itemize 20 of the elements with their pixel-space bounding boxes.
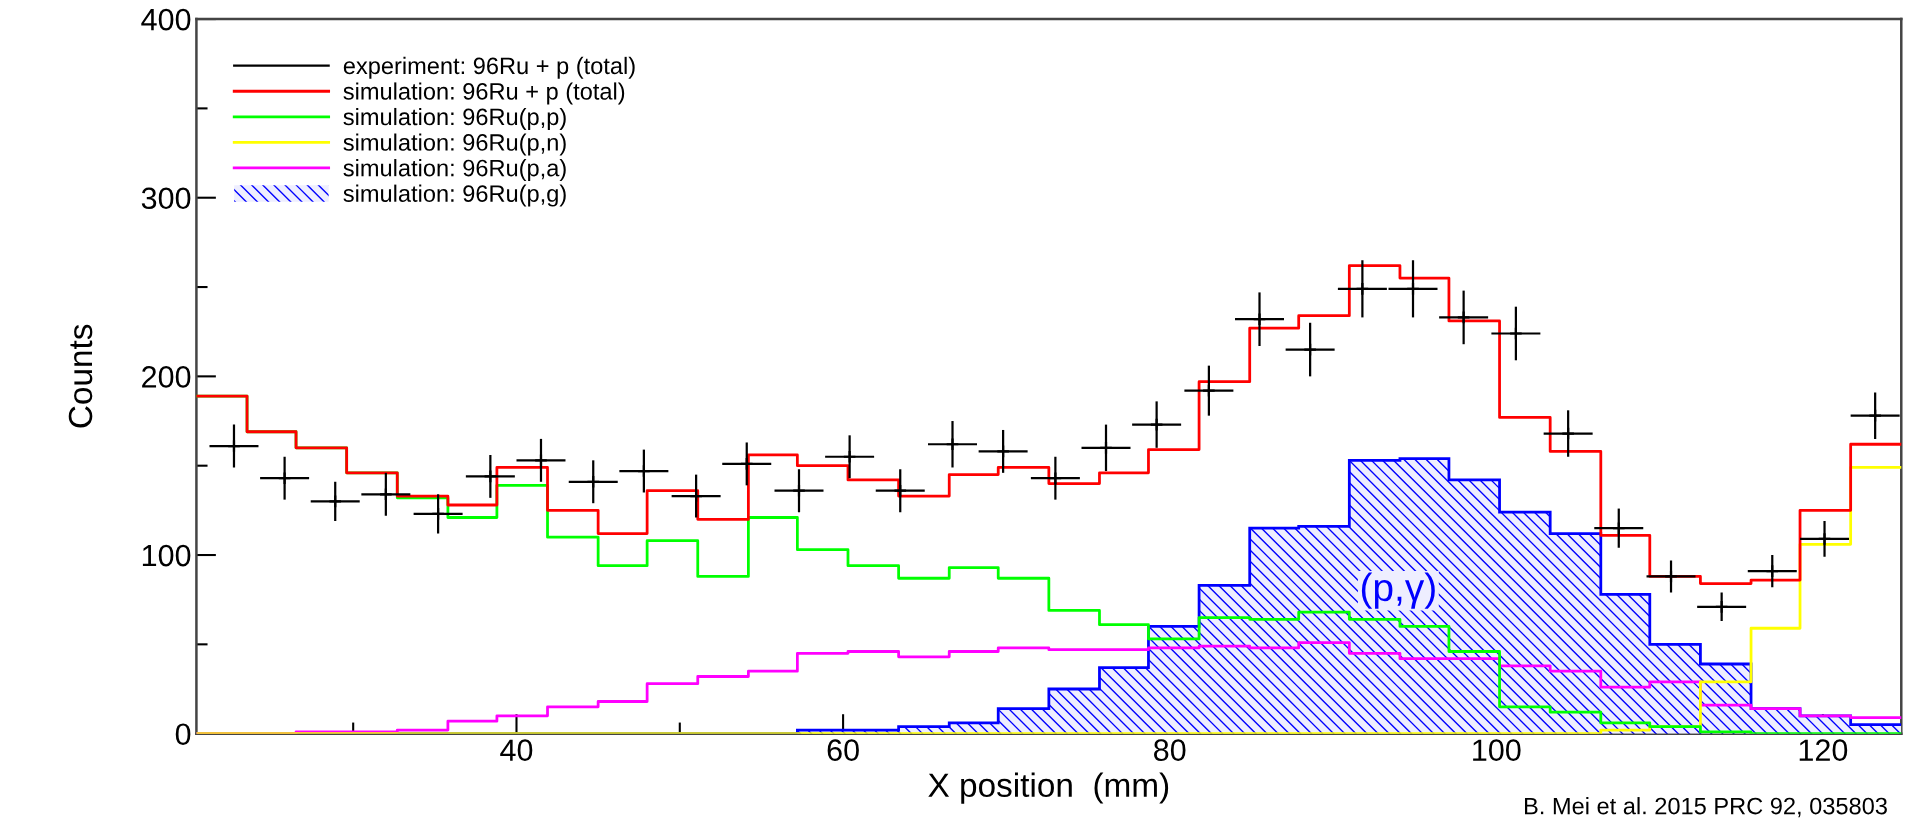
- y-tick-label: 300: [141, 187, 191, 210]
- legend-label: simulation: 96Ru(p,a): [343, 159, 566, 182]
- y-tick-label: 0: [175, 723, 191, 746]
- legend-label: simulation: 96Ru + p (total): [343, 82, 625, 105]
- legend-label: simulation: 96Ru(p,g): [343, 184, 566, 207]
- x-tick-label: 40: [500, 739, 533, 761]
- x-tick-label: 80: [1154, 739, 1186, 761]
- x-axis-title: X position (mm): [928, 772, 1169, 804]
- legend-label: simulation: 96Ru(p,n): [343, 133, 566, 156]
- legend-label: simulation: 96Ru(p,p): [343, 107, 566, 130]
- x-tick-label: 60: [827, 739, 859, 761]
- y-axis-title: Counts: [68, 324, 93, 428]
- x-tick-label: 100: [1473, 739, 1521, 761]
- text: B. Mei et al. 2015 PRC 92, 035803: [1525, 797, 1887, 818]
- y-tick-label: 100: [142, 544, 191, 567]
- y-tick-label: 200: [142, 366, 191, 388]
- x-tick-label: 120: [1799, 739, 1848, 761]
- annotation: (p,γ): [1361, 572, 1435, 609]
- y-tick-label: 400: [141, 8, 191, 31]
- legend-label: experiment: 96Ru + p (total): [343, 56, 635, 79]
